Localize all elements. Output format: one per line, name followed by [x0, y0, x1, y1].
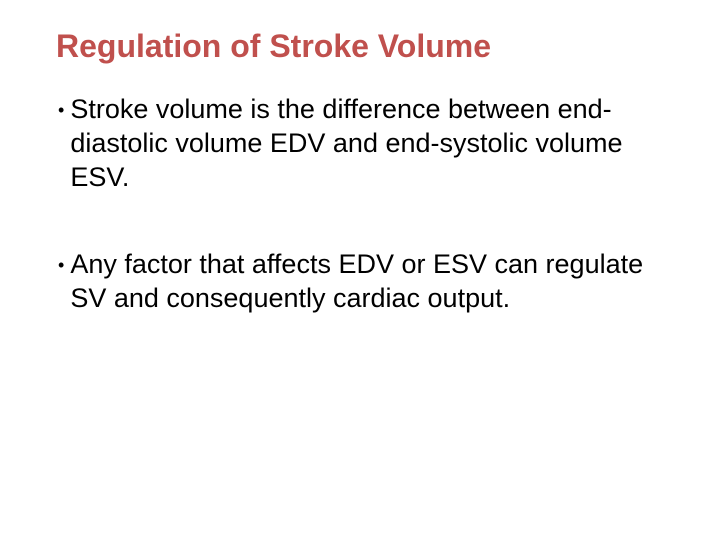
bullet-item: • Any factor that affects EDV or ESV can…	[56, 248, 680, 316]
slide: Regulation of Stroke Volume • Stroke vol…	[0, 0, 720, 540]
bullet-dot-icon: •	[58, 93, 64, 127]
slide-title: Regulation of Stroke Volume	[56, 28, 680, 65]
bullet-text: Any factor that affects EDV or ESV can r…	[70, 248, 680, 316]
bullet-dot-icon: •	[58, 248, 64, 282]
bullet-item: • Stroke volume is the difference betwee…	[56, 93, 680, 194]
bullet-text: Stroke volume is the difference between …	[70, 93, 680, 194]
